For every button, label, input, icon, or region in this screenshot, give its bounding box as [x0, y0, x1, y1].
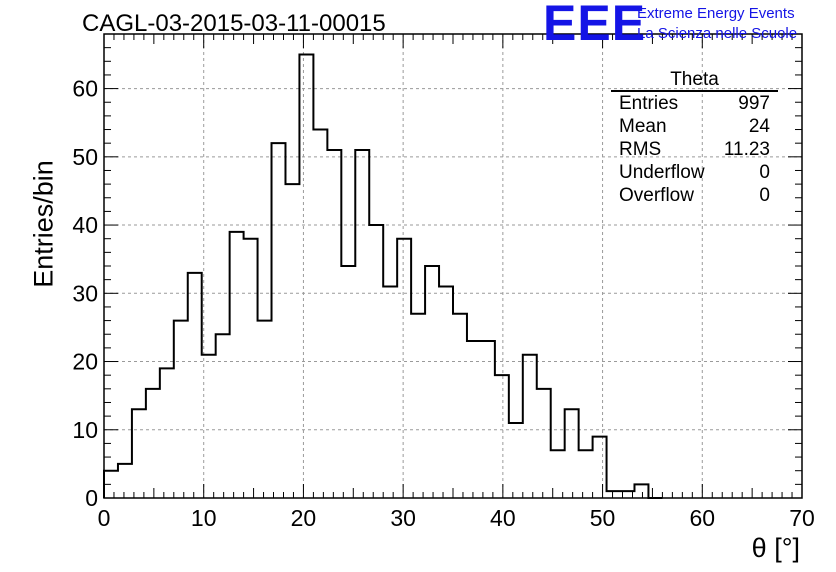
histogram-bin — [565, 409, 579, 498]
logo-line-1: Extreme Energy Events — [637, 5, 795, 22]
histogram-bin — [453, 314, 467, 498]
histogram-bin — [132, 409, 146, 498]
y-tick-label: 20 — [72, 349, 98, 375]
stats-label: Entries — [619, 93, 679, 114]
histogram-outline — [103, 53, 663, 499]
histogram-bin — [188, 273, 202, 498]
stats-row-underflow: Underflow 0 — [611, 161, 778, 184]
x-tick-label: 0 — [98, 505, 111, 531]
stats-value: 24 — [748, 116, 770, 137]
y-tick-label: 40 — [72, 212, 98, 238]
y-tick-label: 30 — [72, 280, 98, 306]
stats-row-rms: RMS 11.23 — [611, 138, 778, 161]
histogram-bin — [481, 341, 495, 498]
histogram-bin — [285, 184, 299, 498]
stats-label: Overflow — [619, 185, 694, 206]
histogram-bin — [327, 150, 341, 498]
histogram-bin — [607, 491, 621, 498]
histogram-bin — [579, 450, 593, 498]
y-tick-label: 0 — [85, 485, 98, 511]
histogram-bin — [509, 423, 523, 498]
stats-value: 0 — [759, 162, 770, 183]
x-tick-label: 40 — [490, 505, 516, 531]
histogram-bin — [272, 143, 286, 498]
x-tick-label: 20 — [291, 505, 317, 531]
stats-label: RMS — [619, 139, 662, 160]
stats-label: Mean — [619, 116, 667, 137]
stats-row-overflow: Overflow 0 — [611, 184, 778, 207]
eee-logo: EEE — [543, 0, 647, 51]
histogram-bin — [593, 437, 607, 498]
y-axis-label: Entries/bin — [28, 160, 59, 288]
histogram-bin — [202, 355, 216, 498]
histogram-bin — [341, 266, 355, 498]
x-tick-label: 30 — [390, 505, 416, 531]
histogram-bin — [355, 150, 369, 498]
stats-label: Underflow — [619, 162, 705, 183]
x-axis-label: θ [°] — [751, 533, 800, 563]
stats-row-entries: Entries 997 — [611, 92, 778, 115]
histogram-bin — [467, 341, 481, 498]
stats-name: Theta — [611, 70, 778, 92]
stats-box: Theta Entries 997 Mean 24 RMS 11.23 Unde… — [611, 70, 778, 207]
x-tick-label: 60 — [689, 505, 715, 531]
histogram-bin — [230, 232, 244, 498]
stats-value: 11.23 — [723, 139, 770, 160]
histogram-bin — [174, 321, 188, 498]
histogram-bin — [439, 286, 453, 498]
histogram-bin — [216, 334, 230, 498]
histogram-bin — [383, 286, 397, 498]
stats-value: 0 — [759, 185, 770, 206]
histogram-bin — [495, 375, 509, 498]
y-tick-label: 50 — [72, 144, 98, 170]
histogram-bin — [369, 225, 383, 498]
histogram-bin — [146, 389, 160, 498]
histogram-bin — [425, 266, 439, 498]
x-tick-label: 10 — [191, 505, 217, 531]
histogram-bin — [258, 321, 272, 498]
chart-title: CAGL-03-2015-03-11-00015 — [82, 10, 386, 37]
histogram-bin — [411, 314, 425, 498]
y-tick-label: 10 — [72, 417, 98, 443]
stats-row-mean: Mean 24 — [611, 115, 778, 138]
histogram-bin — [160, 368, 174, 498]
x-tick-label: 70 — [789, 505, 815, 531]
histogram-bin — [523, 355, 537, 498]
histogram-bin — [397, 239, 411, 498]
histogram-bin — [537, 389, 551, 498]
histogram-bin — [244, 239, 258, 498]
histogram-bin — [299, 54, 313, 498]
stats-value: 997 — [738, 93, 770, 114]
logo-line-2: La Scienza nelle Scuole — [637, 25, 798, 42]
x-tick-label: 50 — [590, 505, 616, 531]
histogram-bin — [313, 130, 327, 498]
y-tick-label: 60 — [72, 76, 98, 102]
histogram-bin — [634, 484, 648, 498]
histogram-bin — [118, 464, 132, 498]
